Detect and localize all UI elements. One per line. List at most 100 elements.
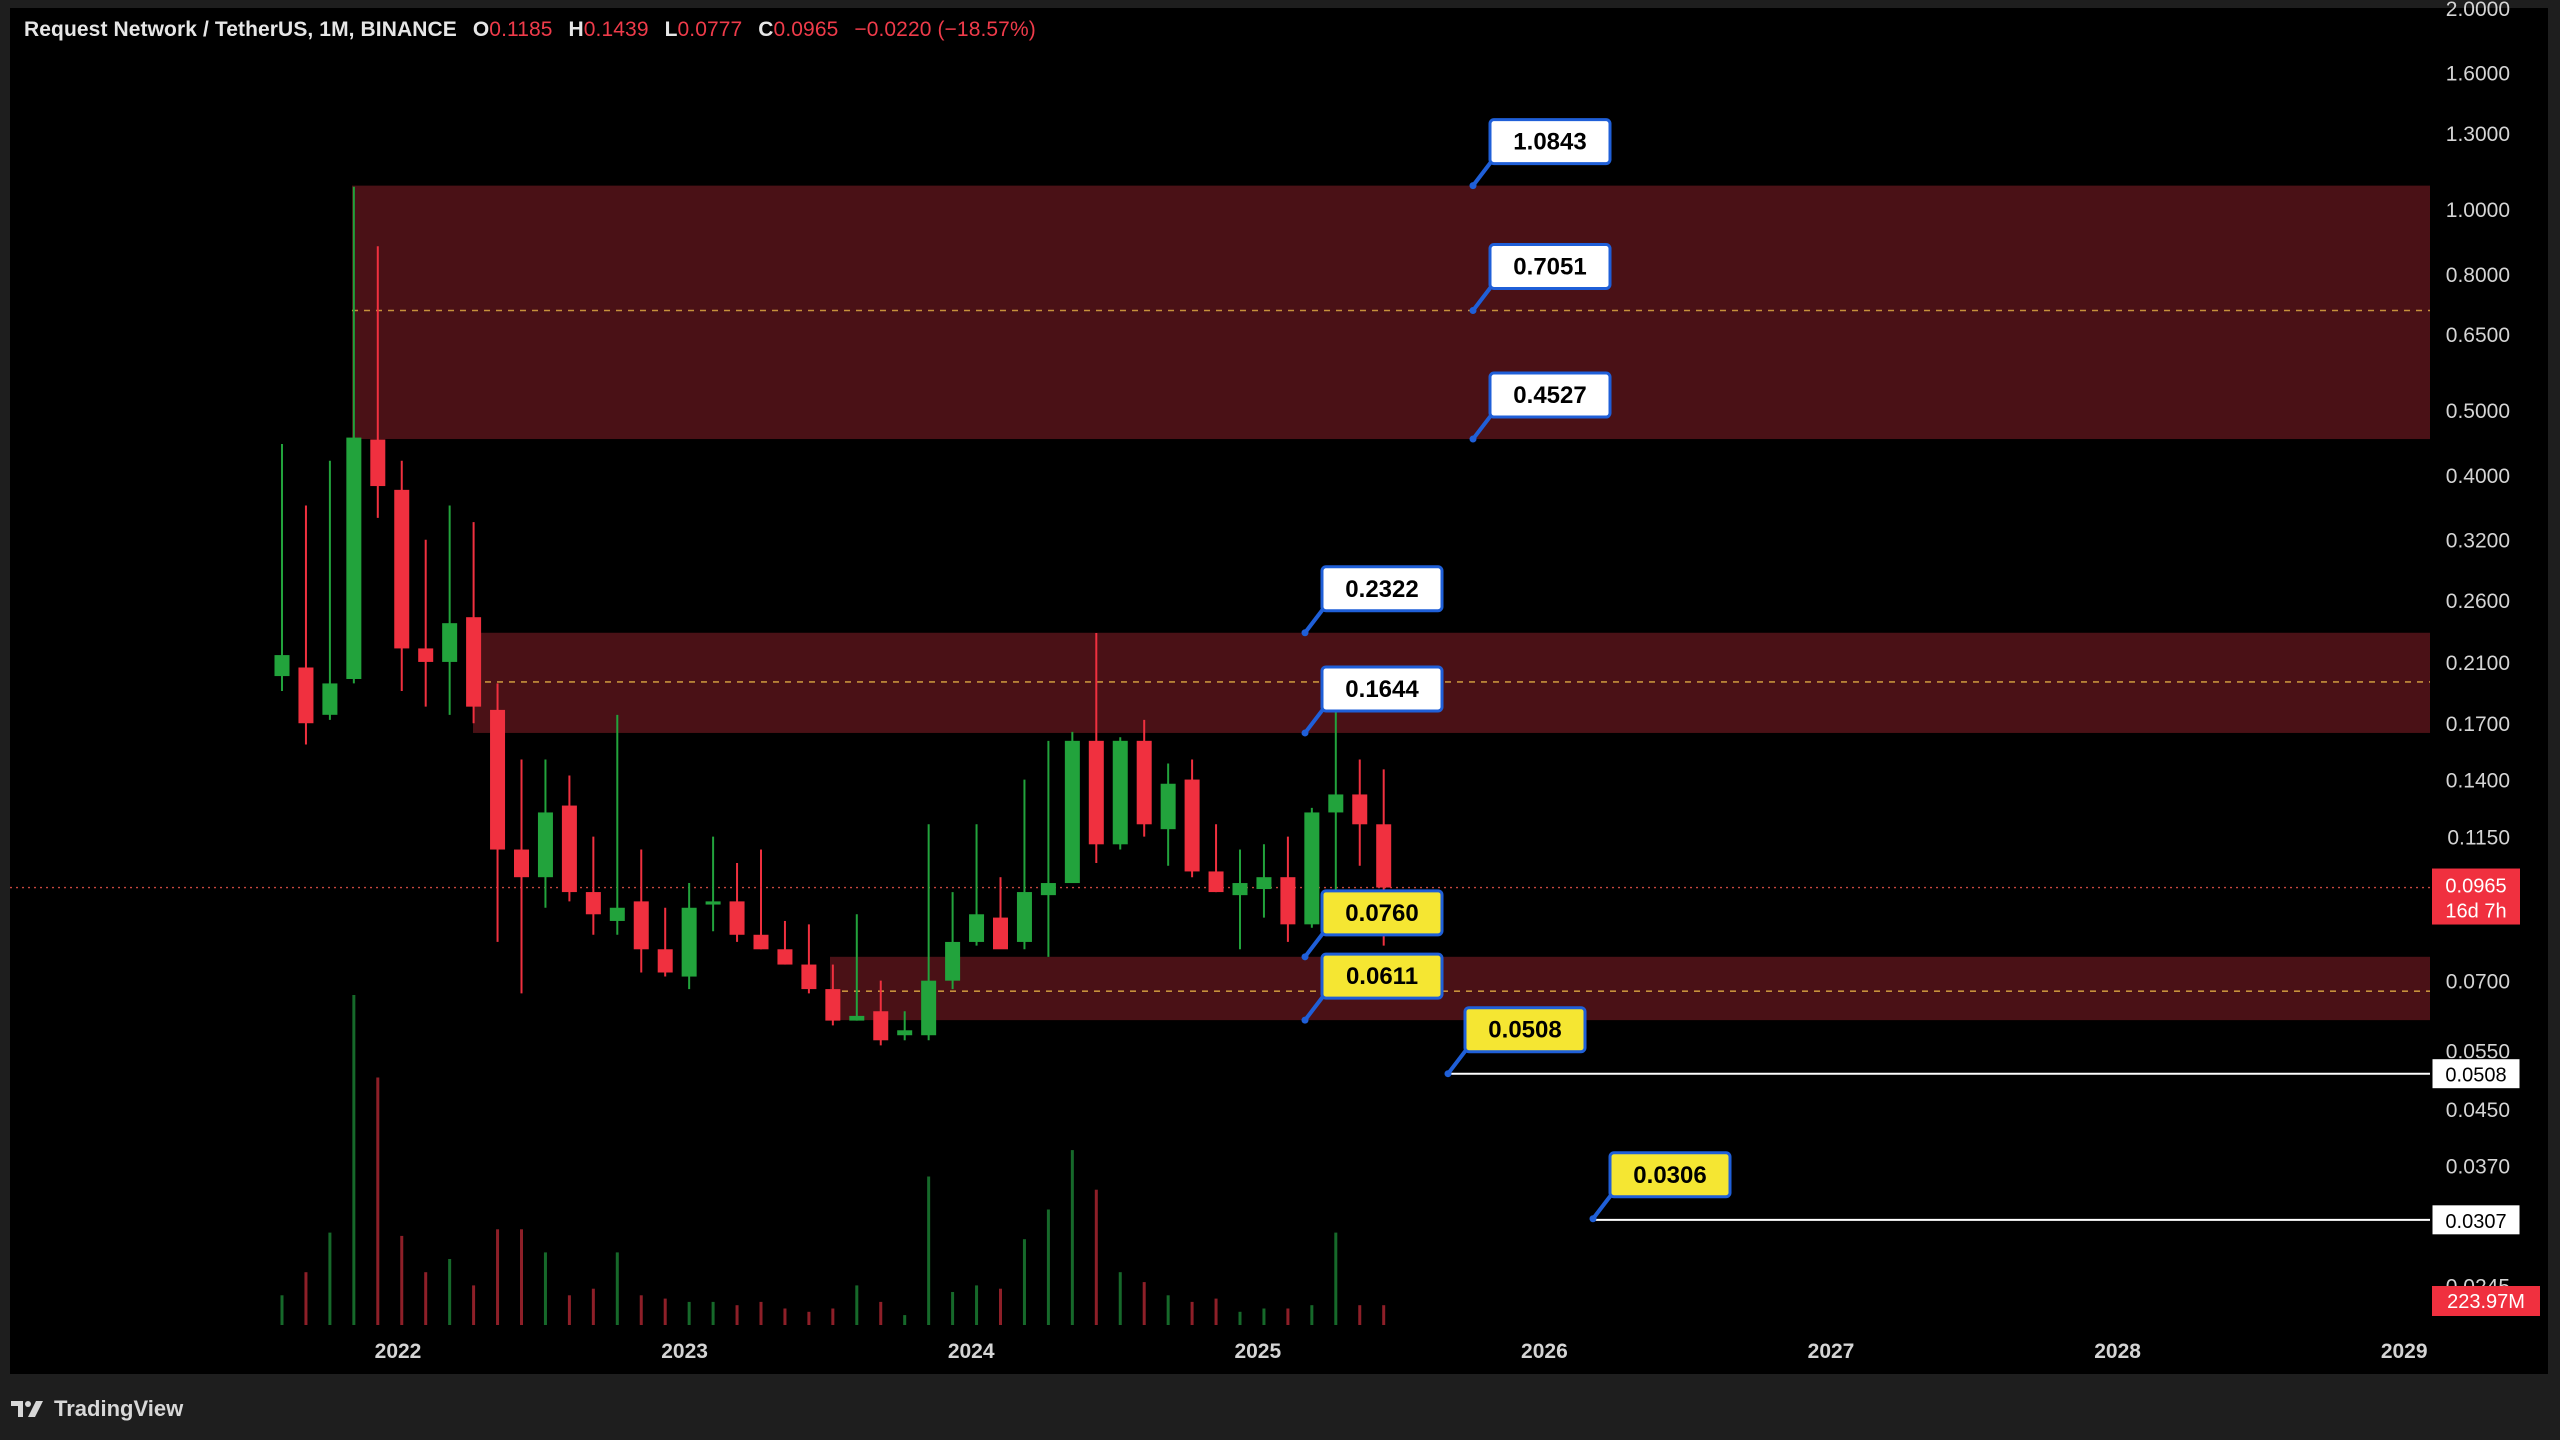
- candle: [298, 505, 314, 745]
- volume-bar: [520, 1229, 523, 1325]
- candle: [1208, 824, 1224, 893]
- volume-bar: [472, 1285, 476, 1325]
- candle: [394, 460, 410, 691]
- callout-anchor: [1301, 629, 1309, 637]
- candle-body: [753, 934, 769, 950]
- callout-label: 0.0508: [1488, 1017, 1561, 1044]
- y-tick-label: 0.0450: [2446, 1099, 2510, 1122]
- callout-anchor: [1301, 953, 1309, 961]
- callout-label: 1.0843: [1513, 129, 1586, 156]
- volume-bar: [1382, 1305, 1386, 1325]
- callout-anchor: [1469, 306, 1477, 314]
- volume-bar: [759, 1301, 763, 1325]
- candle: [1040, 740, 1056, 957]
- candle: [657, 907, 673, 977]
- volume-bar: [400, 1235, 404, 1325]
- candle: [442, 505, 458, 715]
- callout-box: [1488, 242, 1612, 290]
- candle: [705, 836, 721, 932]
- x-tick-label: 2028: [2094, 1340, 2141, 1363]
- y-tick-label: 0.2100: [2446, 652, 2510, 675]
- y-tick-label: 0.1700: [2446, 713, 2510, 736]
- y-tick-label: 0.5000: [2446, 400, 2510, 423]
- volume-badge-value: 223.97M: [2447, 1291, 2525, 1313]
- candle-body: [1376, 824, 1392, 888]
- candle: [370, 246, 386, 518]
- volume-bar: [831, 1308, 835, 1325]
- tradingview-footer[interactable]: TradingView: [10, 1392, 183, 1426]
- candle: [681, 883, 697, 990]
- candle-body: [993, 917, 1008, 950]
- volume-bar: [663, 1298, 667, 1325]
- callout-box: [1320, 889, 1444, 937]
- callout-box: [1608, 1151, 1732, 1199]
- callout-anchor: [1301, 1016, 1309, 1024]
- callout-box: [1320, 565, 1444, 613]
- candle: [322, 460, 338, 720]
- high-label: H: [568, 18, 584, 41]
- level-price-badge-value: 0.0307: [2445, 1211, 2506, 1233]
- candle: [1112, 737, 1128, 850]
- candle: [801, 924, 817, 994]
- candle: [849, 914, 865, 1021]
- volume-bar: [1142, 1282, 1146, 1325]
- volume-bar: [376, 1077, 380, 1325]
- volume-bar: [1118, 1272, 1122, 1325]
- low-value: 0.0777: [677, 18, 743, 41]
- volume-bar: [879, 1301, 883, 1325]
- callout-anchor: [1444, 1070, 1452, 1078]
- callout-anchor: [1589, 1215, 1597, 1223]
- price-callout: 0.0611: [1301, 952, 1444, 1024]
- callout-box: [1463, 1006, 1587, 1054]
- candle-body: [1040, 883, 1056, 896]
- symbol-legend[interactable]: Request Network / TetherUS, 1M, BINANCE …: [24, 18, 1036, 42]
- candle-body: [945, 941, 961, 981]
- price-callout: 0.2322: [1301, 565, 1444, 637]
- low-label: L: [664, 18, 678, 41]
- callout-box: [1488, 118, 1612, 166]
- volume-bar: [1238, 1311, 1242, 1325]
- open-label: O: [472, 18, 490, 41]
- callout-label: 0.0611: [1346, 963, 1418, 990]
- volume-bar: [1046, 1209, 1050, 1325]
- callout-anchor: [1469, 435, 1477, 443]
- callout-label: 0.7051: [1513, 253, 1586, 280]
- candle-body: [1208, 871, 1224, 893]
- candle: [1352, 759, 1368, 866]
- volume-bar: [615, 1252, 619, 1325]
- candle: [346, 186, 362, 684]
- candle: [945, 892, 961, 990]
- candle-body: [1280, 877, 1296, 925]
- y-tick-label: 0.4000: [2446, 465, 2510, 488]
- x-tick-label: 2023: [661, 1340, 708, 1363]
- x-tick-label: 2027: [1808, 1340, 1855, 1363]
- candle: [1256, 844, 1272, 918]
- candle: [777, 920, 793, 965]
- candle: [609, 714, 625, 935]
- volume-layer: [280, 995, 1386, 1325]
- candle: [753, 849, 769, 950]
- current-price-badge: [2432, 868, 2520, 925]
- candle: [1160, 763, 1176, 866]
- x-axis[interactable]: 2022 2023 2024 2025 2026 2027 2028 2029: [375, 1340, 2428, 1363]
- volume-bar: [711, 1301, 715, 1325]
- candle-body: [1160, 783, 1176, 830]
- price-callout: 0.0508: [1444, 1006, 1587, 1078]
- volume-bar: [1286, 1308, 1290, 1325]
- y-tick-label: 0.0700: [2446, 971, 2510, 994]
- volume-bar: [903, 1315, 907, 1325]
- x-tick-label: 2022: [375, 1340, 422, 1363]
- symbol-title[interactable]: Request Network / TetherUS, 1M, BINANCE: [24, 18, 457, 41]
- y-axis[interactable]: 2.0000 1.6000 1.3000 1.0000 0.8000 0.6500 0.50…: [2446, 0, 2510, 1298]
- candle: [897, 1011, 913, 1041]
- candle: [1280, 836, 1296, 942]
- x-tick-label: 2025: [1234, 1340, 1281, 1363]
- price-callout: 1.0843: [1469, 118, 1612, 190]
- volume-bar: [783, 1308, 787, 1325]
- volume-bar: [1166, 1295, 1170, 1325]
- supply-demand-zone: [830, 956, 2430, 1021]
- volume-bar: [1334, 1232, 1338, 1325]
- candle: [1184, 759, 1200, 878]
- callout-label: 0.2322: [1345, 576, 1418, 603]
